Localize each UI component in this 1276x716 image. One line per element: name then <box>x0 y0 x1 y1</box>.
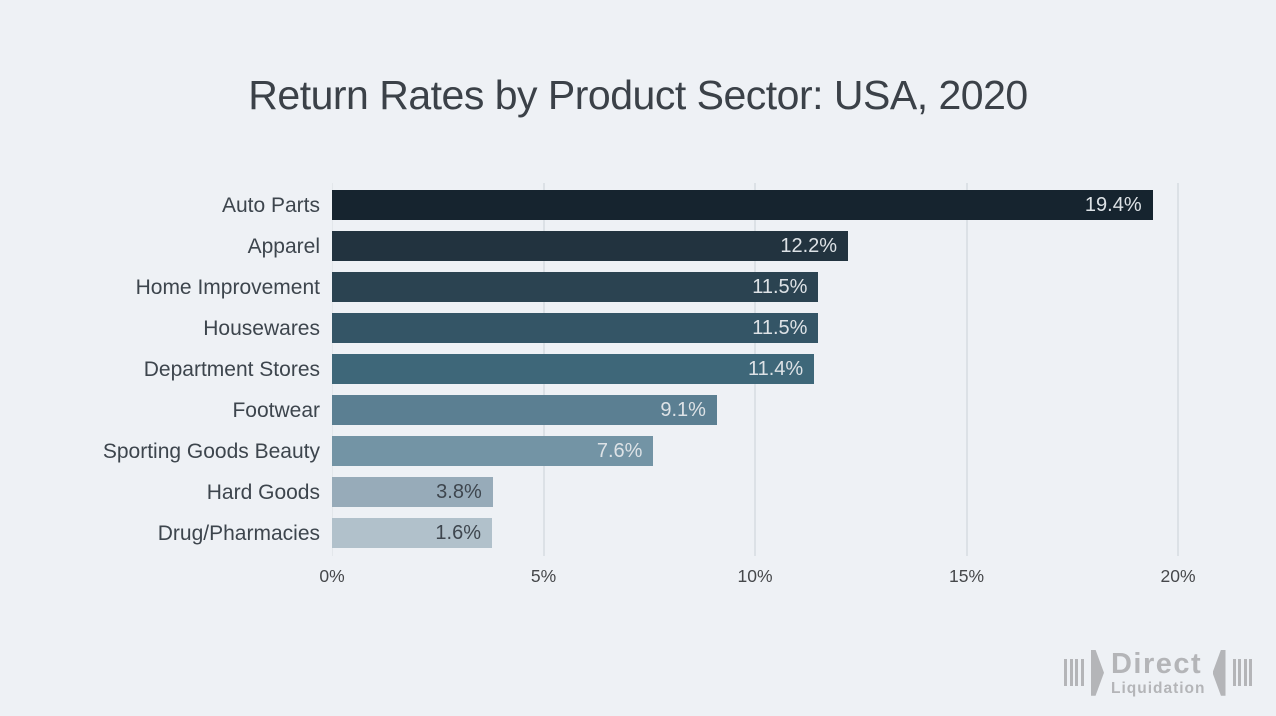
category-label: Hard Goods <box>206 481 320 504</box>
bar-row: 9.1% <box>332 395 1178 436</box>
bar-value-label: 19.4% <box>1084 193 1142 216</box>
bar-rows: 19.4% 12.2% 11.5% 11.5% 11.4% 9.1% 7.6% 3.8% 1.6… <box>332 190 1178 559</box>
category-label: Drug/Pharmacies <box>157 522 320 545</box>
bar-row: 11.5% <box>332 272 1178 313</box>
bar: 1.6% <box>332 518 492 548</box>
category-label: Sporting Goods Beauty <box>102 440 320 463</box>
bar: 3.8% <box>332 477 493 507</box>
bar: 7.6% <box>332 436 654 466</box>
bar-row: 7.6% <box>332 436 1178 477</box>
category-label: Footwear <box>232 399 320 422</box>
bar-row: 11.5% <box>332 313 1178 354</box>
bar-value-label: 12.2% <box>780 234 838 257</box>
bar-value-label: 11.5% <box>752 316 808 339</box>
bar: 12.2% <box>332 231 849 261</box>
logo-text-primary: Direct <box>1110 647 1203 680</box>
bar-row: 11.4% <box>332 354 1178 395</box>
bar-value-label: 9.1% <box>660 398 706 421</box>
bar-row: 12.2% <box>332 231 1178 272</box>
barcode-right-icon <box>1232 659 1252 687</box>
bar-value-label: 11.5% <box>752 275 808 298</box>
category-axis: Auto Parts Apparel Home Improvement Housewa… <box>0 190 320 559</box>
logo-text-secondary: Liquidation <box>1110 679 1206 697</box>
x-tick-label: 10% <box>737 566 773 586</box>
x-tick-label: 20% <box>1160 566 1196 586</box>
direct-liquidation-logo: Direct Liquidation <box>1064 647 1252 697</box>
plot-area: 19.4% 12.2% 11.5% 11.5% 11.4% 9.1% 7.6% 3.8% 1.6… <box>332 183 1179 559</box>
bar-value-label: 3.8% <box>436 480 482 503</box>
bar: 19.4% <box>332 190 1153 220</box>
bar-value-label: 11.4% <box>747 357 804 380</box>
gridline <box>1177 183 1179 556</box>
x-tick-label: 0% <box>319 566 345 586</box>
bar-value-label: 7.6% <box>596 439 643 462</box>
category-label: Department Stores <box>143 358 320 381</box>
bracket-left-icon <box>1212 649 1226 696</box>
category-label: Auto Parts <box>221 194 320 217</box>
bar: 11.5% <box>332 272 819 302</box>
x-tick-label: 15% <box>948 566 985 586</box>
bar-row: 3.8% <box>332 477 1178 518</box>
gridline <box>965 183 968 556</box>
category-label: Home Improvement <box>135 276 320 299</box>
bar-value-label: 1.6% <box>435 521 481 544</box>
bracket-right-icon <box>1090 649 1104 696</box>
logo-text: Direct Liquidation <box>1110 647 1206 697</box>
category-label: Housewares <box>203 317 320 340</box>
bar: 11.4% <box>332 354 815 384</box>
bar: 9.1% <box>332 395 717 425</box>
barcode-left-icon <box>1064 659 1084 687</box>
x-tick-label: 5% <box>530 566 557 586</box>
chart-title: Return Rates by Product Sector: USA, 202… <box>248 72 1028 118</box>
category-label: Apparel <box>247 235 320 258</box>
x-axis: 0% 5% 10% 15% 20% <box>0 566 1276 592</box>
bar-row: 1.6% <box>332 518 1178 559</box>
bar-row: 19.4% <box>332 190 1178 231</box>
bar: 11.5% <box>332 313 819 343</box>
